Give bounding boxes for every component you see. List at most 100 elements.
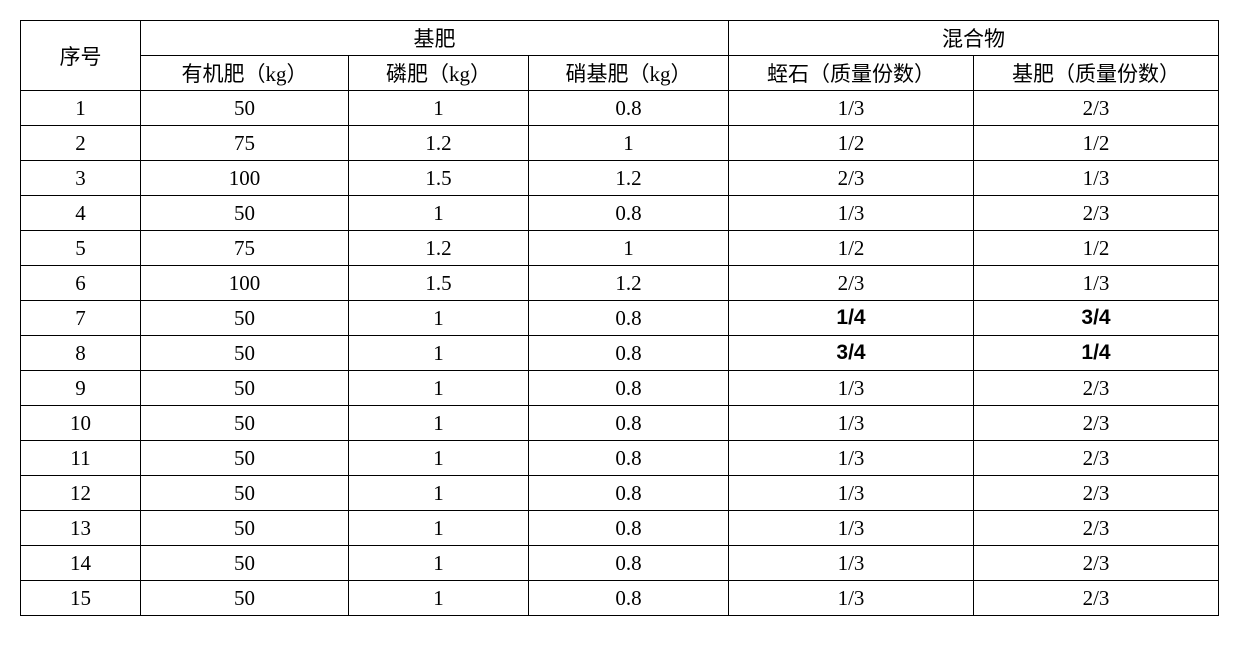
header-seq: 序号 (21, 21, 141, 91)
cell-seq: 14 (21, 546, 141, 581)
cell-base-fert: 2/3 (974, 441, 1219, 476)
header-phosphate: 磷肥（kg） (349, 56, 529, 91)
cell-phosphate: 1 (349, 301, 529, 336)
cell-phosphate: 1 (349, 91, 529, 126)
cell-base-fert: 2/3 (974, 196, 1219, 231)
cell-base-fert: 1/3 (974, 266, 1219, 301)
cell-phosphate: 1.5 (349, 266, 529, 301)
table-row: 15010.81/32/3 (21, 91, 1219, 126)
cell-vermiculite: 1/2 (729, 231, 974, 266)
cell-seq: 15 (21, 581, 141, 616)
cell-nitro: 1.2 (529, 266, 729, 301)
cell-phosphate: 1 (349, 441, 529, 476)
cell-nitro: 0.8 (529, 441, 729, 476)
cell-seq: 11 (21, 441, 141, 476)
cell-phosphate: 1 (349, 546, 529, 581)
cell-vermiculite: 1/3 (729, 196, 974, 231)
table-header: 序号 基肥 混合物 有机肥（kg） 磷肥（kg） 硝基肥（kg） 蛭石（质量份数… (21, 21, 1219, 91)
table-row: 115010.81/32/3 (21, 441, 1219, 476)
cell-seq: 12 (21, 476, 141, 511)
cell-vermiculite: 1/3 (729, 371, 974, 406)
cell-organic: 50 (141, 546, 349, 581)
cell-vermiculite: 1/3 (729, 441, 974, 476)
cell-phosphate: 1 (349, 196, 529, 231)
cell-nitro: 0.8 (529, 196, 729, 231)
cell-nitro: 0.8 (529, 371, 729, 406)
cell-phosphate: 1.2 (349, 126, 529, 161)
table-row: 5751.211/21/2 (21, 231, 1219, 266)
cell-organic: 100 (141, 266, 349, 301)
header-base-fert: 基肥（质量份数） (974, 56, 1219, 91)
header-group-base: 基肥 (141, 21, 729, 56)
cell-organic: 75 (141, 126, 349, 161)
cell-organic: 75 (141, 231, 349, 266)
cell-organic: 50 (141, 581, 349, 616)
cell-organic: 50 (141, 441, 349, 476)
cell-phosphate: 1.5 (349, 161, 529, 196)
cell-nitro: 0.8 (529, 336, 729, 371)
header-vermiculite: 蛭石（质量份数） (729, 56, 974, 91)
cell-seq: 6 (21, 266, 141, 301)
table-row: 31001.51.22/31/3 (21, 161, 1219, 196)
cell-vermiculite: 1/3 (729, 546, 974, 581)
cell-seq: 7 (21, 301, 141, 336)
cell-nitro: 0.8 (529, 581, 729, 616)
table-row: 61001.51.22/31/3 (21, 266, 1219, 301)
cell-vermiculite: 2/3 (729, 161, 974, 196)
table-row: 2751.211/21/2 (21, 126, 1219, 161)
cell-seq: 4 (21, 196, 141, 231)
cell-nitro: 0.8 (529, 301, 729, 336)
cell-organic: 50 (141, 406, 349, 441)
table-row: 105010.81/32/3 (21, 406, 1219, 441)
cell-base-fert: 2/3 (974, 371, 1219, 406)
cell-vermiculite: 1/3 (729, 91, 974, 126)
cell-base-fert: 1/4 (974, 336, 1219, 371)
header-nitro: 硝基肥（kg） (529, 56, 729, 91)
cell-base-fert: 1/2 (974, 231, 1219, 266)
cell-organic: 100 (141, 161, 349, 196)
cell-vermiculite: 2/3 (729, 266, 974, 301)
cell-phosphate: 1 (349, 371, 529, 406)
table-row: 125010.81/32/3 (21, 476, 1219, 511)
cell-vermiculite: 1/3 (729, 406, 974, 441)
cell-base-fert: 1/3 (974, 161, 1219, 196)
cell-vermiculite: 1/4 (729, 301, 974, 336)
cell-nitro: 0.8 (529, 476, 729, 511)
table-row: 75010.81/43/4 (21, 301, 1219, 336)
cell-seq: 3 (21, 161, 141, 196)
table-body: 15010.81/32/32751.211/21/231001.51.22/31… (21, 91, 1219, 616)
fertilizer-table-container: 序号 基肥 混合物 有机肥（kg） 磷肥（kg） 硝基肥（kg） 蛭石（质量份数… (20, 20, 1219, 616)
cell-vermiculite: 1/3 (729, 581, 974, 616)
table-row: 145010.81/32/3 (21, 546, 1219, 581)
cell-organic: 50 (141, 196, 349, 231)
cell-phosphate: 1 (349, 336, 529, 371)
cell-vermiculite: 1/3 (729, 476, 974, 511)
table-row: 45010.81/32/3 (21, 196, 1219, 231)
cell-seq: 5 (21, 231, 141, 266)
cell-seq: 9 (21, 371, 141, 406)
cell-phosphate: 1.2 (349, 231, 529, 266)
cell-base-fert: 2/3 (974, 511, 1219, 546)
cell-vermiculite: 3/4 (729, 336, 974, 371)
cell-nitro: 0.8 (529, 511, 729, 546)
cell-phosphate: 1 (349, 581, 529, 616)
cell-seq: 13 (21, 511, 141, 546)
table-row: 95010.81/32/3 (21, 371, 1219, 406)
cell-organic: 50 (141, 476, 349, 511)
cell-organic: 50 (141, 511, 349, 546)
cell-seq: 1 (21, 91, 141, 126)
cell-base-fert: 1/2 (974, 126, 1219, 161)
cell-vermiculite: 1/2 (729, 126, 974, 161)
cell-base-fert: 2/3 (974, 546, 1219, 581)
cell-phosphate: 1 (349, 406, 529, 441)
cell-seq: 10 (21, 406, 141, 441)
cell-phosphate: 1 (349, 511, 529, 546)
header-organic: 有机肥（kg） (141, 56, 349, 91)
cell-seq: 2 (21, 126, 141, 161)
cell-organic: 50 (141, 336, 349, 371)
table-row: 85010.83/41/4 (21, 336, 1219, 371)
cell-nitro: 0.8 (529, 406, 729, 441)
cell-organic: 50 (141, 91, 349, 126)
cell-base-fert: 2/3 (974, 91, 1219, 126)
cell-nitro: 0.8 (529, 91, 729, 126)
